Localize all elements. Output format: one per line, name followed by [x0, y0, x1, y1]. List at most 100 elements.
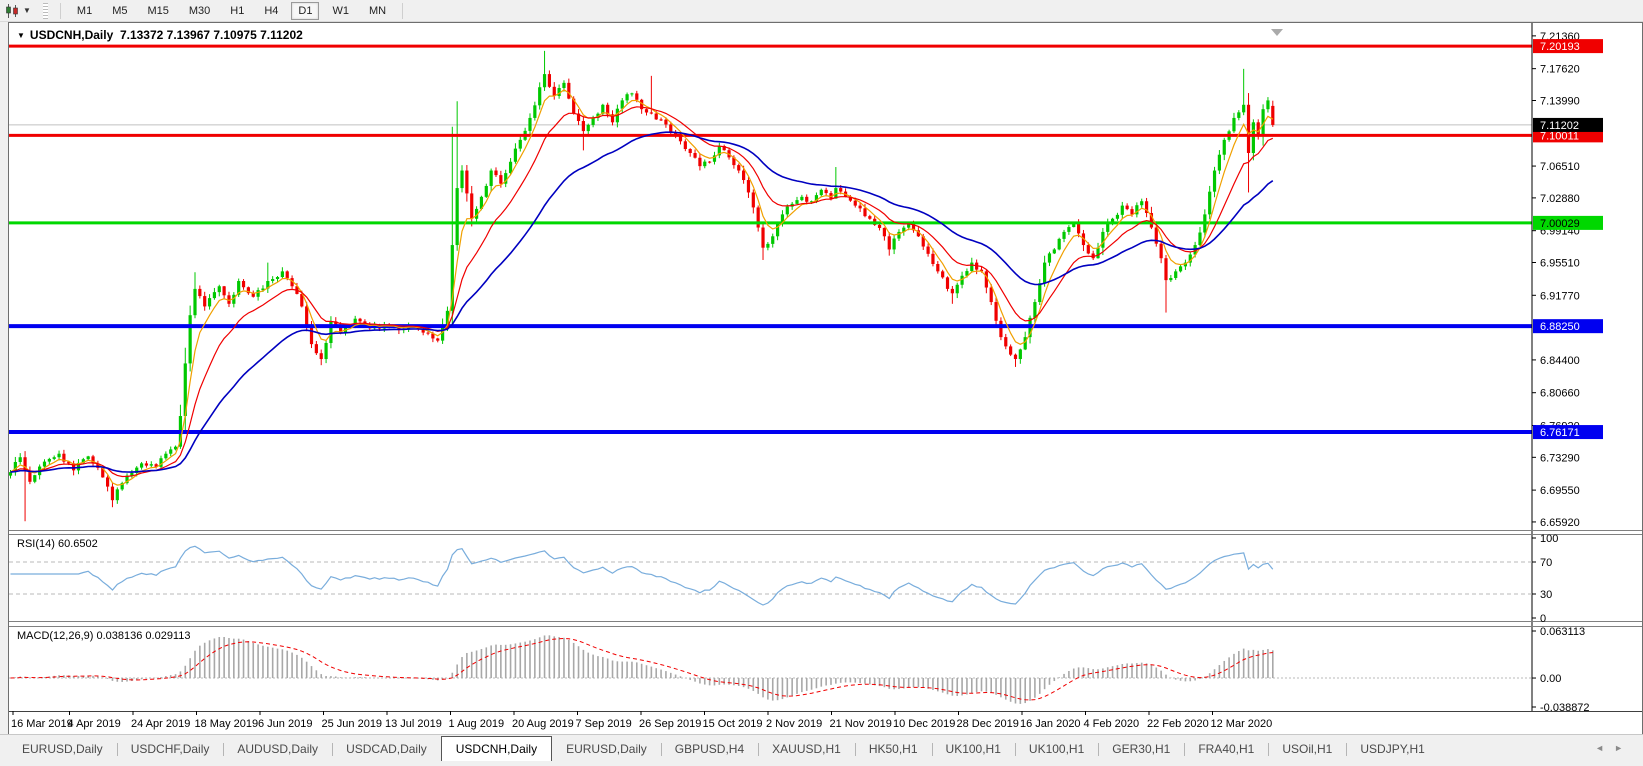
macd-signal-line — [10, 637, 1273, 701]
chart-type-dropdown-caret[interactable]: ▼ — [23, 6, 31, 15]
svg-text:7.10011: 7.10011 — [1540, 130, 1579, 142]
rsi-axis-tick: 100 — [1540, 533, 1558, 545]
tab-scroll-arrows: ◄► — [1595, 743, 1633, 753]
fast-ma-line — [10, 89, 1274, 486]
date-axis-label: 21 Nov 2019 — [830, 718, 892, 730]
price-axis-tick: 6.84400 — [1540, 355, 1580, 367]
chart-title-ohlc: 7.13372 7.13967 7.10975 7.11202 — [119, 28, 303, 42]
date-axis-label: 28 Dec 2019 — [957, 718, 1019, 730]
chart-tab-usdcnh-daily[interactable]: USDCNH,Daily — [440, 736, 553, 761]
date-axis-label: 25 Jun 2019 — [322, 718, 383, 730]
date-axis-label: 7 Sep 2019 — [576, 718, 632, 730]
chart-tab-gbpusd-h4[interactable]: GBPUSD,H4 — [660, 738, 758, 761]
rsi-indicator-label: RSI(14) 60.6502 — [17, 538, 98, 550]
macd-axis-tick: 0.00 — [1540, 673, 1561, 685]
timeframe-button-m15[interactable]: M15 — [147, 4, 169, 17]
date-axis-label: 18 May 2019 — [195, 718, 259, 730]
tab-scroll-left-icon[interactable]: ◄ — [1595, 743, 1615, 753]
date-axis-label: 26 Sep 2019 — [639, 718, 701, 730]
price-axis-tick: 7.06510 — [1540, 161, 1580, 173]
candles-layer — [9, 50, 1275, 522]
price-axis: 7.213607.176207.139907.065107.028806.991… — [9, 23, 1642, 712]
timeframe-button-mn[interactable]: MN — [368, 4, 387, 17]
chart-title: ▼ USDCNH,Daily 7.13372 7.13967 7.10975 7.… — [17, 28, 303, 42]
price-axis-tick: 7.13990 — [1540, 95, 1580, 107]
chart-window: 7.21360 7.17620 7.13990 7.06510 7.02880 6.991… — [8, 22, 1643, 735]
date-axis-label: 22 Feb 2020 — [1147, 718, 1209, 730]
chevron-down-icon[interactable]: ▼ — [17, 31, 25, 40]
timeframe-button-m5[interactable]: M5 — [112, 4, 128, 17]
price-axis-tick: 6.91770 — [1540, 290, 1580, 302]
svg-text:7.00029: 7.00029 — [1540, 218, 1580, 230]
svg-text:7.20193: 7.20193 — [1540, 41, 1580, 53]
date-axis-label: 16 Jan 2020 — [1020, 718, 1081, 730]
date-axis-label: 2 Nov 2019 — [766, 718, 822, 730]
price-axis-tick: 7.02880 — [1540, 193, 1580, 205]
rsi-line — [10, 545, 1274, 606]
current-price-label — [1533, 117, 1603, 132]
chart-shift-marker — [1271, 29, 1283, 36]
price-axis-tick: 6.65920 — [1540, 517, 1580, 529]
resistance-line-upper-label — [1533, 39, 1603, 54]
moving-averages-layer — [9, 29, 1532, 486]
slow-ma-line — [10, 131, 1274, 473]
chart-tab-fra40-h1[interactable]: FRA40,H1 — [1184, 738, 1268, 761]
price-axis-tick: 6.69550 — [1540, 485, 1580, 497]
pivot-line-green-label — [1533, 215, 1603, 230]
macd-indicator-label: MACD(12,26,9) 0.038136 0.029113 — [17, 630, 191, 642]
chart-tab-xauusd-h1[interactable]: XAUUSD,H1 — [758, 738, 855, 761]
date-axis-label: 16 Mar 2019 — [11, 718, 73, 730]
rsi-axis-tick: 30 — [1540, 589, 1552, 601]
chart-tab-audusd-daily[interactable]: AUDUSD,Daily — [223, 738, 332, 761]
timeframe-toolbar: ▼ M1 M5 M15 M30 H1 H4 D1 W1 MN — [0, 0, 1643, 22]
date-axis-label: 6 Jun 2019 — [258, 718, 312, 730]
date-axis-label: 4 Apr 2019 — [68, 718, 121, 730]
medium-ma-line — [10, 106, 1274, 478]
date-axis-label: 15 Oct 2019 — [703, 718, 763, 730]
date-axis-label: 20 Aug 2019 — [512, 718, 574, 730]
toolbar-separator — [402, 2, 404, 19]
timeframe-button-w1[interactable]: W1 — [332, 4, 349, 17]
candlestick-chart-icon[interactable] — [3, 3, 21, 19]
svg-text:6.88250: 6.88250 — [1540, 321, 1580, 333]
toolbar-drag-handle[interactable] — [42, 2, 48, 19]
timeframe-button-h1[interactable]: H1 — [230, 4, 245, 17]
macd-axis-tick: -0.038872 — [1540, 702, 1590, 714]
chart-title-symbol: USDCNH,Daily — [29, 28, 114, 42]
chart-tab-usdchf-daily[interactable]: USDCHF,Daily — [116, 738, 224, 761]
chart-tab-uk100-h1[interactable]: UK100,H1 — [1014, 738, 1098, 761]
chart-tab-bar: EURUSD,Daily USDCHF,Daily AUDUSD,Daily USDC… — [0, 734, 1643, 766]
date-axis-label: 1 Aug 2019 — [449, 718, 505, 730]
tab-scroll-right-icon[interactable]: ► — [1614, 743, 1633, 753]
timeframe-buttons: M1 M5 M15 M30 H1 H4 D1 W1 MN — [67, 1, 396, 20]
chart-tab-usoil-h1[interactable]: USOil,H1 — [1268, 738, 1346, 761]
timeframe-button-m1[interactable]: M1 — [76, 4, 93, 17]
price-axis-tick: 6.80660 — [1540, 388, 1580, 400]
date-axis-label: 12 Mar 2020 — [1211, 718, 1273, 730]
price-axis-tick: 6.73290 — [1540, 452, 1580, 464]
timeframe-button-m30[interactable]: M30 — [188, 4, 211, 17]
chart-tab-usdjpy-h1[interactable]: USDJPY,H1 — [1346, 738, 1438, 761]
chart-tab-usdcad-daily[interactable]: USDCAD,Daily — [332, 738, 441, 761]
date-axis-label: 4 Feb 2020 — [1084, 718, 1140, 730]
chart-canvas[interactable]: 7.213607.176207.139907.065107.028806.991… — [9, 23, 1642, 732]
chart-tab-ger30-h1[interactable]: GER30,H1 — [1098, 738, 1184, 761]
support-line-upper-label — [1533, 319, 1603, 334]
chart-tab-uk100-h1[interactable]: UK100,H1 — [931, 738, 1015, 761]
timeframe-button-h4[interactable]: H4 — [264, 4, 279, 17]
date-axis-label: 24 Apr 2019 — [131, 718, 190, 730]
timeframe-button-d1[interactable]: D1 — [291, 1, 320, 20]
toolbar-separator — [59, 2, 61, 19]
rsi-axis-tick: 0 — [1540, 613, 1546, 625]
price-axis-tick: 7.17620 — [1540, 64, 1580, 76]
date-axis-label: 13 Jul 2019 — [385, 718, 442, 730]
chart-tab-eurusd-daily[interactable]: EURUSD,Daily — [566, 742, 647, 756]
macd-panel: 0.063113 0.00 -0.038872 — [9, 626, 1590, 714]
chart-tab-hk50-h1[interactable]: HK50,H1 — [854, 738, 932, 761]
date-axis-label: 10 Dec 2019 — [893, 718, 955, 730]
price-axis-tick: 6.95510 — [1540, 258, 1580, 270]
chart-tab-eurusd-daily[interactable]: EURUSD,Daily — [22, 742, 103, 756]
macd-axis-tick: 0.063113 — [1540, 626, 1585, 638]
